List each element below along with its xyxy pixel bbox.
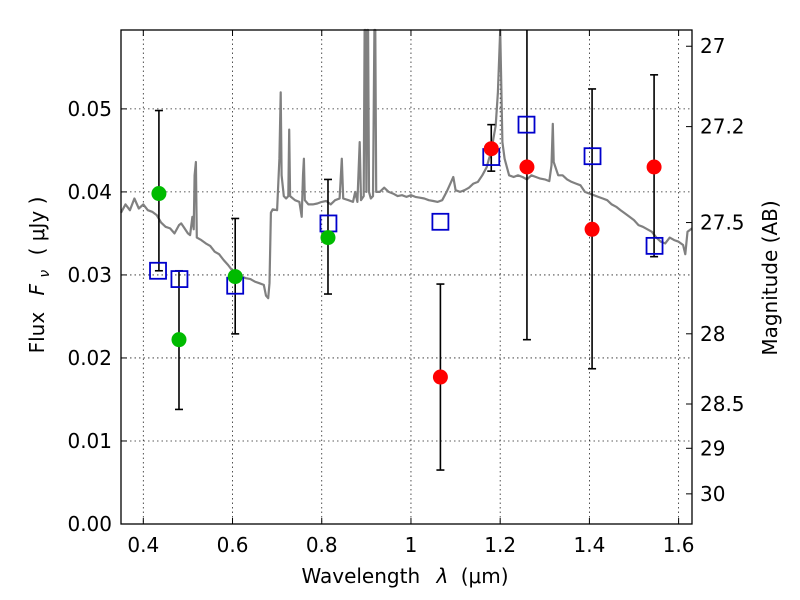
y-axis-label-main: Flux xyxy=(25,312,49,354)
y-tick-label: 0.03 xyxy=(67,263,112,287)
red-photometry-point xyxy=(584,221,600,237)
y-tick-label: 0.02 xyxy=(67,346,112,370)
sed-curve xyxy=(120,28,693,300)
y-axis-label: Flux F ν ( μJy ) xyxy=(25,197,54,354)
x-tick-label: 1.4 xyxy=(573,533,605,557)
model-flux-box xyxy=(645,236,664,255)
error-bars xyxy=(154,30,659,471)
model-flux-box xyxy=(149,261,167,280)
y-tick-label: 0.00 xyxy=(67,512,112,536)
magnitude-axis-label: Magnitude (AB) xyxy=(758,200,782,355)
model-flux-box xyxy=(170,270,189,288)
red-photometry-point xyxy=(646,159,662,175)
magnitude-tick-label: 30 xyxy=(700,482,725,506)
observed-photometry xyxy=(151,141,662,385)
green-photometry-point xyxy=(320,230,336,246)
y-tick-label: 0.04 xyxy=(67,180,112,204)
model-flux-box xyxy=(517,115,536,134)
axis-ticks: 0.4 0.6 0.8 1 1.2 1.4 1.6 0.00 0.01 0.02 0.03 0.04 0… xyxy=(67,30,745,557)
y-axis-label-symbol: F xyxy=(25,283,49,295)
x-tick-label: 1 xyxy=(405,533,418,557)
green-photometry-point xyxy=(227,269,243,285)
y-axis-label-subscript: ν xyxy=(37,270,53,278)
green-photometry-point xyxy=(151,186,167,202)
sed-model-spectrum xyxy=(120,28,693,300)
magnitude-tick-label: 28 xyxy=(700,322,725,346)
x-axis-label: Wavelength λ (μm) xyxy=(301,564,508,588)
grid xyxy=(121,30,692,524)
magnitude-tick-label: 29 xyxy=(700,436,725,460)
magnitude-tick-label: 27.2 xyxy=(700,115,745,139)
magnitude-tick-label: 28.5 xyxy=(700,392,745,416)
y-tick-label: 0.01 xyxy=(67,429,112,453)
red-photometry-point xyxy=(432,369,448,385)
x-tick-label: 0.4 xyxy=(127,533,159,557)
model-flux-box xyxy=(431,212,450,231)
magnitude-tick-label: 27 xyxy=(700,34,725,58)
plot-frame xyxy=(120,29,693,525)
green-photometry-point xyxy=(171,332,187,348)
model-flux-box xyxy=(583,147,602,166)
model-flux-boxes xyxy=(149,115,664,295)
x-tick-label: 1.2 xyxy=(484,533,516,557)
magnitude-tick-label: 27.5 xyxy=(700,211,745,235)
x-axis-label-main: Wavelength xyxy=(301,564,420,588)
red-photometry-point xyxy=(483,141,499,157)
y-axis-label-unit: ( μJy ) xyxy=(25,197,49,256)
x-axis-label-unit: (μm) xyxy=(461,564,509,588)
x-axis-label-symbol: λ xyxy=(436,564,449,588)
x-tick-label: 0.8 xyxy=(306,533,338,557)
x-tick-label: 1.6 xyxy=(663,533,695,557)
x-tick-label: 0.6 xyxy=(217,533,249,557)
red-photometry-point xyxy=(519,159,535,175)
y-tick-label: 0.05 xyxy=(67,97,112,121)
